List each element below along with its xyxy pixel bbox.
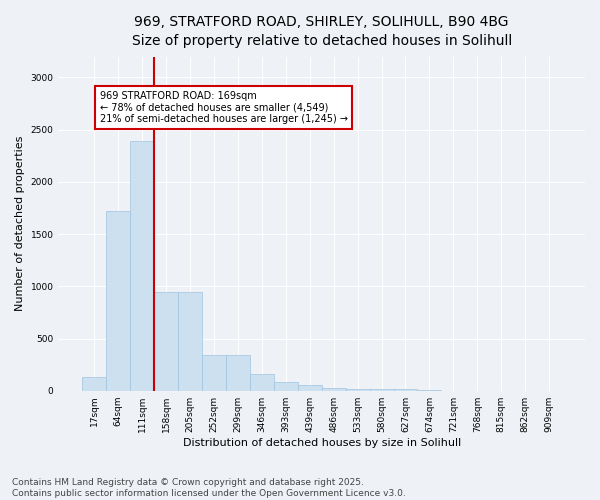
Bar — [346, 388, 370, 390]
Bar — [226, 355, 250, 390]
Bar — [274, 382, 298, 390]
Bar — [178, 292, 202, 390]
Bar — [394, 388, 418, 390]
Bar — [154, 292, 178, 390]
X-axis label: Distribution of detached houses by size in Solihull: Distribution of detached houses by size … — [182, 438, 461, 448]
Bar — [370, 389, 394, 390]
Text: Contains HM Land Registry data © Crown copyright and database right 2025.
Contai: Contains HM Land Registry data © Crown c… — [12, 478, 406, 498]
Bar — [130, 141, 154, 390]
Bar — [322, 388, 346, 390]
Text: 969 STRATFORD ROAD: 169sqm
← 78% of detached houses are smaller (4,549)
21% of s: 969 STRATFORD ROAD: 169sqm ← 78% of deta… — [100, 91, 347, 124]
Y-axis label: Number of detached properties: Number of detached properties — [15, 136, 25, 312]
Title: 969, STRATFORD ROAD, SHIRLEY, SOLIHULL, B90 4BG
Size of property relative to det: 969, STRATFORD ROAD, SHIRLEY, SOLIHULL, … — [131, 15, 512, 48]
Bar — [250, 374, 274, 390]
Bar — [82, 377, 106, 390]
Bar — [298, 385, 322, 390]
Bar — [106, 211, 130, 390]
Bar — [202, 355, 226, 390]
